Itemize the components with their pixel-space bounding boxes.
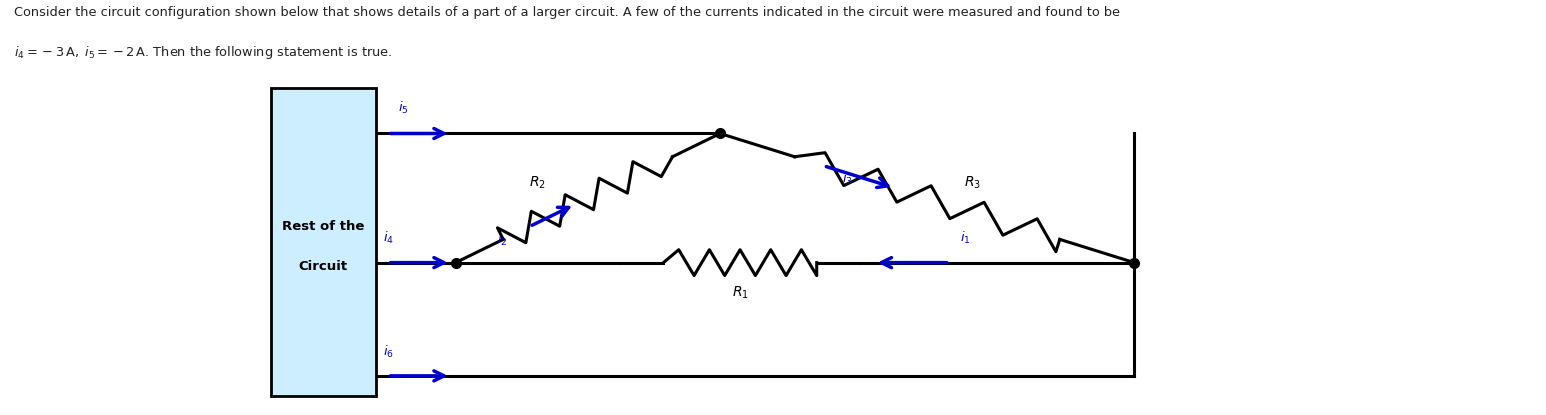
Text: $i_2$: $i_2$ [498,232,507,247]
Text: Circuit: Circuit [298,260,348,273]
Text: $R_3$: $R_3$ [963,175,980,191]
Text: $i_4$: $i_4$ [383,229,394,246]
Text: Rest of the: Rest of the [281,220,365,233]
Text: Consider the circuit configuration shown below that shows details of a part of a: Consider the circuit configuration shown… [14,6,1121,20]
Text: $R_1$: $R_1$ [731,284,748,300]
Text: $i_4 = -3\,\mathrm{A},\; i_5 = -2\,\mathrm{A}$. Then the following statement is : $i_4 = -3\,\mathrm{A},\; i_5 = -2\,\math… [14,44,393,61]
FancyBboxPatch shape [271,88,376,396]
Text: $i_1$: $i_1$ [960,229,971,246]
Text: $i_3$: $i_3$ [841,171,852,187]
Text: $i_5$: $i_5$ [397,100,408,116]
Text: $R_2$: $R_2$ [529,175,546,191]
Text: $i_6$: $i_6$ [383,344,394,360]
